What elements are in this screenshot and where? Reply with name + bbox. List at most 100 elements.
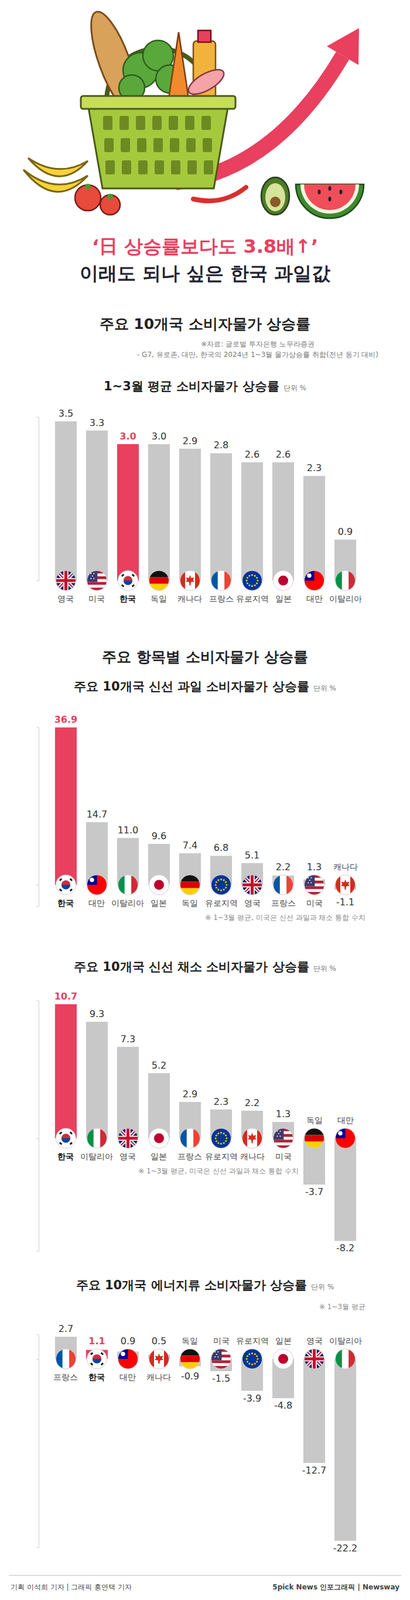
flag-part bbox=[242, 875, 263, 896]
flag-part bbox=[89, 878, 94, 883]
flag-part bbox=[59, 1142, 63, 1146]
flag-part bbox=[246, 1356, 249, 1359]
unit-label: 단위 % bbox=[311, 1283, 334, 1293]
flag-body bbox=[335, 1350, 357, 1370]
flag-part bbox=[211, 1129, 232, 1150]
flag-rim bbox=[304, 1129, 325, 1150]
flag-part bbox=[217, 1133, 220, 1136]
data-label: 9.6 bbox=[151, 831, 167, 843]
flag-part bbox=[92, 1355, 102, 1361]
flag bbox=[55, 1129, 76, 1150]
background bbox=[0, 0, 410, 1600]
flag-part bbox=[256, 579, 259, 582]
flag-part bbox=[217, 571, 225, 591]
flag-rim bbox=[55, 1129, 76, 1150]
chart-title: 1~3월 평균 소비자물가 상승률 bbox=[103, 379, 280, 394]
flag-part bbox=[224, 1140, 227, 1143]
flag bbox=[179, 875, 200, 897]
section-title: 주요 10개국 소비자물가 상승률 bbox=[99, 315, 312, 333]
flag bbox=[242, 1350, 263, 1370]
unit-label: 단위 % bbox=[313, 965, 337, 974]
flag-part bbox=[117, 1129, 138, 1150]
flag-part bbox=[242, 875, 263, 896]
flag bbox=[304, 1350, 325, 1370]
flag-part bbox=[154, 880, 164, 891]
flag-part bbox=[148, 577, 169, 584]
basket-hole bbox=[105, 160, 115, 175]
flag-part bbox=[186, 1129, 194, 1150]
flag bbox=[273, 875, 295, 896]
flag-part bbox=[100, 1353, 104, 1356]
flag bbox=[335, 875, 356, 896]
data-label: 3.0 bbox=[151, 431, 167, 443]
flag-part bbox=[55, 571, 76, 591]
data-label: 5.1 bbox=[244, 850, 260, 862]
flag-part bbox=[179, 571, 200, 591]
flag bbox=[304, 875, 325, 897]
flag-body bbox=[55, 1350, 77, 1370]
flag-part bbox=[90, 578, 92, 580]
flag-part bbox=[273, 1350, 294, 1370]
flag-body bbox=[335, 571, 357, 591]
flag-part bbox=[55, 571, 76, 591]
watermelon-seed bbox=[339, 189, 343, 195]
flag-part bbox=[340, 880, 350, 891]
flag-part bbox=[211, 571, 218, 591]
flag bbox=[148, 571, 169, 592]
flag-part bbox=[247, 1133, 257, 1145]
bar bbox=[241, 462, 263, 582]
flag-body bbox=[211, 875, 232, 896]
bar bbox=[303, 1360, 326, 1465]
chart-note: ※ 1~3월 평균, 미국은 신선 과일과 채소 통합 수치 bbox=[138, 1167, 299, 1177]
flag bbox=[242, 571, 263, 591]
flag bbox=[148, 1129, 169, 1150]
flag bbox=[304, 1129, 325, 1150]
flag-rim bbox=[148, 1350, 169, 1370]
watermelon-seed bbox=[328, 196, 332, 202]
sausage bbox=[185, 65, 228, 99]
category-label: 일본 bbox=[150, 899, 167, 909]
flag-part bbox=[217, 1357, 219, 1359]
flag-part bbox=[215, 882, 218, 884]
basket-hole bbox=[103, 115, 113, 131]
flag-body bbox=[179, 1350, 200, 1371]
flag-part bbox=[220, 890, 222, 893]
data-label: 0.9 bbox=[337, 526, 353, 538]
trend-arrow-head bbox=[326, 28, 360, 66]
flag-part bbox=[306, 574, 312, 579]
labels: 프랑스2.7한국1.1대만0.9캐나다0.5독일-0.9미국-1.5유로지역-3… bbox=[53, 1324, 362, 1556]
data-label: 2.2 bbox=[275, 862, 291, 874]
bar bbox=[55, 421, 77, 582]
bar bbox=[117, 444, 139, 582]
data-label: -8.2 bbox=[336, 1243, 355, 1255]
flag-part bbox=[61, 1139, 71, 1144]
flag bbox=[148, 875, 169, 896]
basket bbox=[87, 104, 229, 189]
flag-rim bbox=[335, 1350, 356, 1370]
flag-part bbox=[69, 1132, 73, 1136]
flag-part bbox=[90, 1363, 94, 1367]
bar bbox=[117, 1047, 139, 1140]
flag-part bbox=[273, 1129, 285, 1141]
flag-rim bbox=[55, 571, 76, 591]
data-label: 9.3 bbox=[89, 1009, 105, 1021]
flag bbox=[86, 1350, 107, 1370]
unit-label: 단위 % bbox=[313, 684, 337, 693]
flag-part bbox=[148, 875, 169, 896]
flag bbox=[117, 571, 138, 591]
flag-part bbox=[211, 875, 232, 896]
y-axis bbox=[36, 1336, 40, 1550]
flag-part bbox=[59, 889, 63, 893]
flag-body bbox=[304, 571, 325, 591]
tick bbox=[36, 1360, 39, 1361]
chart-title: 주요 10개국 신선 과일 소비자물가 상승률 bbox=[73, 680, 310, 695]
flag-rim bbox=[273, 875, 294, 896]
flag-rim bbox=[117, 1129, 138, 1150]
flag-part bbox=[154, 1354, 164, 1366]
flag-rim bbox=[304, 1350, 325, 1370]
flag-rim bbox=[242, 875, 263, 896]
tick-mark bbox=[36, 885, 39, 887]
flag bbox=[211, 875, 232, 896]
title: ‘日 상승률보다도 3.8배↑’ bbox=[91, 235, 319, 258]
chart-panel: 주요 10개국 신선 채소 소비자물가 상승률단위 %한국10.7이탈리아9.3… bbox=[36, 960, 357, 1255]
